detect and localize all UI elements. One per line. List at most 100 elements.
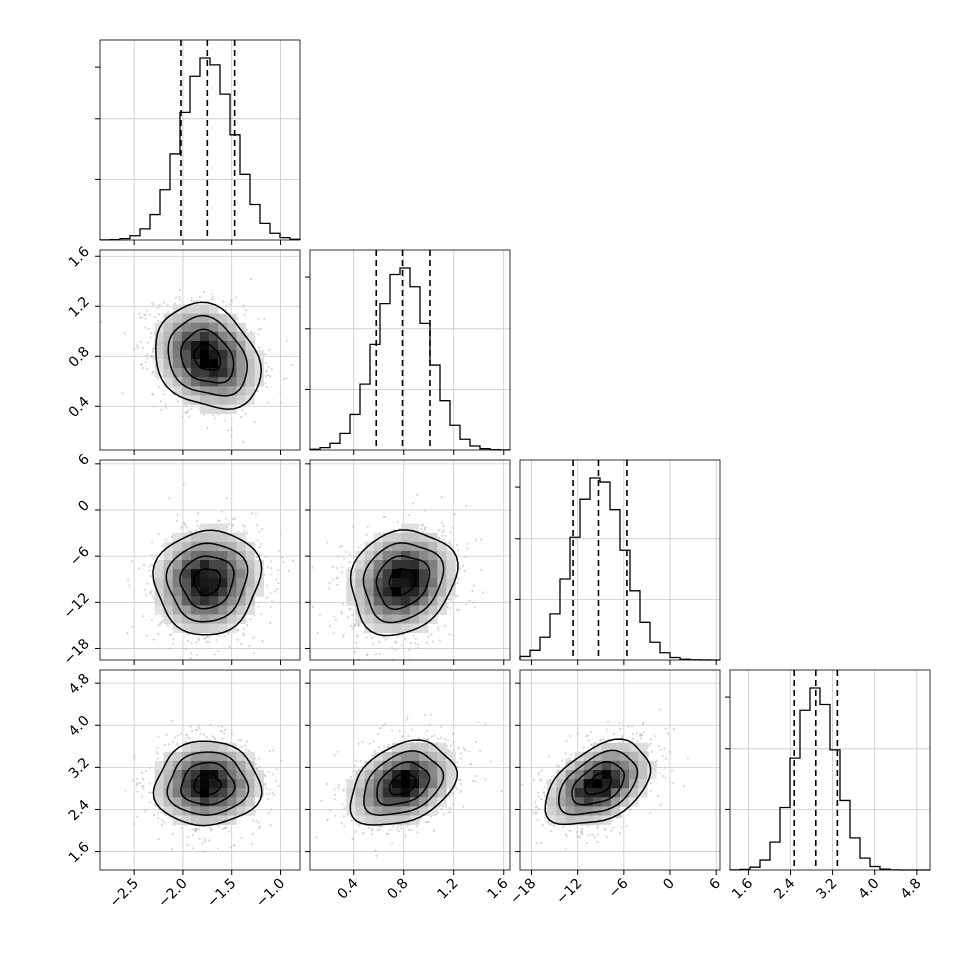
density-cell — [382, 788, 393, 798]
scatter-point — [378, 640, 381, 643]
scatter-point — [217, 724, 220, 728]
scatter-point — [212, 296, 215, 299]
density-cell — [391, 815, 402, 825]
scatter-point — [417, 643, 420, 646]
scatter-point — [368, 742, 371, 745]
density-cell — [172, 596, 183, 606]
hist-3-xtick-label: 4.8 — [898, 876, 925, 903]
scatter-point — [144, 588, 147, 591]
scatter-point — [400, 644, 403, 647]
scatter-point — [151, 595, 154, 598]
contour-line — [571, 761, 625, 806]
density-cell — [236, 350, 246, 360]
density-cell — [410, 523, 420, 534]
density-cell — [254, 779, 264, 789]
density-cell — [601, 806, 612, 816]
scatter-point — [252, 636, 255, 639]
density-cell — [382, 605, 393, 615]
density-cell — [400, 560, 411, 570]
density-cell — [638, 760, 648, 771]
scatter-point — [441, 531, 444, 534]
density-cell — [200, 331, 210, 342]
scatter-point — [453, 513, 457, 516]
density-cell — [218, 569, 228, 579]
scatter-point — [464, 555, 467, 559]
density-cell — [437, 788, 447, 798]
scatter-point — [452, 732, 455, 735]
density-cell — [163, 770, 174, 780]
scatter-point — [275, 768, 278, 771]
scatter-point — [216, 650, 220, 653]
scatter-point — [207, 636, 210, 639]
histogram-panel-1 — [305, 249, 511, 455]
density-cell — [227, 742, 237, 753]
density-cell — [437, 578, 447, 588]
scatter-point — [227, 523, 231, 526]
panel-3-0-xtick-label: −1.5 — [204, 876, 239, 911]
scatter-point — [230, 428, 233, 432]
density-cell — [364, 788, 374, 798]
scatter-point — [264, 782, 267, 785]
scatter-point — [203, 733, 206, 736]
density-cell — [556, 806, 566, 816]
scatter-point — [451, 803, 455, 806]
scatter-point — [190, 407, 193, 410]
scatter-point — [155, 750, 158, 753]
density-cell — [610, 806, 621, 816]
scatter-point — [564, 752, 567, 755]
scatter-point — [350, 624, 353, 627]
density-cell — [227, 605, 237, 615]
density-cell — [218, 815, 228, 825]
scatter-point — [144, 361, 147, 364]
scatter-point — [279, 391, 282, 394]
scatter-point — [621, 740, 624, 743]
density-cell — [163, 797, 174, 807]
scatter-point — [224, 728, 227, 732]
density-cell — [172, 770, 183, 780]
scatter-point — [201, 842, 204, 845]
scatter-point — [234, 296, 238, 299]
density-cell — [428, 797, 438, 807]
density-cell — [181, 788, 192, 798]
scatter-point — [384, 638, 387, 641]
density-cell — [190, 815, 201, 825]
scatter-point — [190, 656, 193, 660]
density-cell — [364, 623, 374, 634]
density-cell — [200, 386, 210, 396]
scatter-point — [145, 634, 149, 637]
scatter-point — [649, 811, 652, 815]
density-cell — [181, 596, 192, 606]
density-cell — [181, 742, 192, 753]
scatter-point — [371, 754, 374, 757]
scatter-point — [334, 814, 337, 818]
scatter-point — [437, 626, 440, 629]
scatter-point — [267, 811, 270, 814]
scatter-point — [618, 722, 621, 725]
density-cell — [190, 359, 201, 369]
scatter-point — [543, 786, 547, 789]
density-cell — [428, 751, 438, 762]
scatter-point — [343, 807, 346, 810]
density-cell — [190, 541, 201, 552]
scatter-point — [340, 571, 344, 574]
density-cell — [163, 587, 174, 597]
scatter-point — [166, 624, 169, 627]
scatter-point — [172, 664, 174, 666]
scatter-point — [349, 608, 352, 611]
scatter-point — [532, 778, 536, 781]
scatter-point — [422, 530, 425, 533]
scatter-point — [230, 732, 234, 735]
density-cell — [236, 779, 246, 789]
density-cell — [437, 550, 447, 561]
scatter-point — [225, 497, 229, 500]
scatter-point — [420, 528, 423, 531]
scatter-point — [408, 648, 411, 651]
scatter-point — [629, 808, 632, 812]
density-cell — [218, 578, 228, 588]
scatter-point — [448, 633, 451, 636]
scatter-point — [361, 740, 364, 744]
density-cell — [200, 404, 210, 414]
scatter-point — [260, 327, 263, 330]
scatter-point — [440, 807, 443, 811]
scatter-point — [667, 732, 670, 735]
